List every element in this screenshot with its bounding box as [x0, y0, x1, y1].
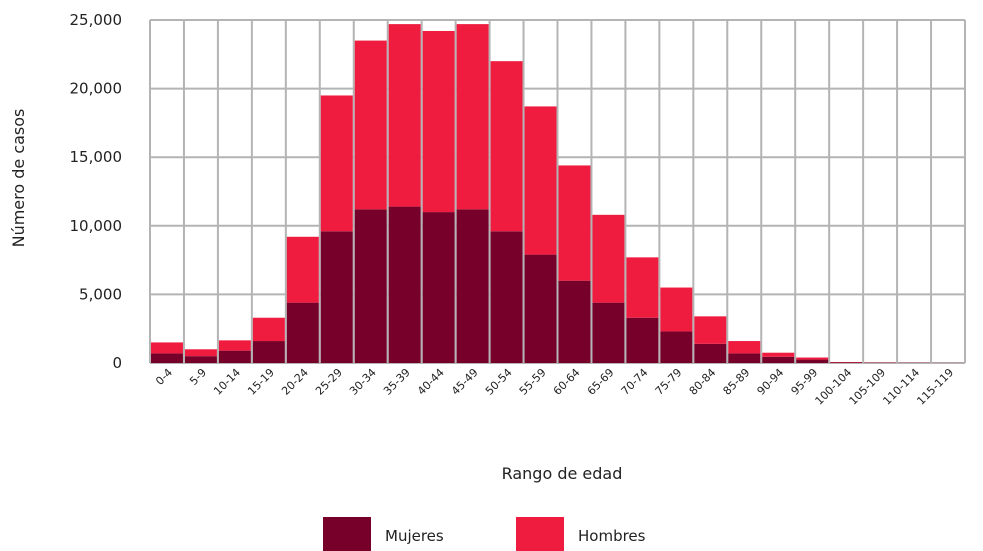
x-tick-label: 80-84: [687, 366, 719, 398]
y-tick-label: 25,000: [70, 11, 123, 29]
grid: [149, 19, 966, 364]
x-tick-labels: 0-4 5-9 10-14 15-19 20-24 25-29 30-34 35-39 40-4…: [153, 366, 956, 408]
x-tick-label: 30-34: [347, 366, 379, 398]
bar-mujeres-100-104: [830, 362, 863, 363]
y-tick-label: 20,000: [70, 80, 123, 98]
y-tick-label: 15,000: [70, 148, 123, 166]
x-tick-label: 50-54: [483, 366, 515, 398]
bar-mujeres-70-74: [626, 317, 659, 363]
bar-mujeres-85-89: [728, 353, 761, 363]
bar-hombres-30-34: [354, 40, 387, 210]
bar-hombres-75-79: [660, 287, 693, 332]
x-tick-label: 55-59: [517, 366, 549, 398]
bar-mujeres-95-99: [796, 359, 829, 363]
x-tick-label: 25-29: [313, 366, 345, 398]
bar-mujeres-10-14: [218, 350, 251, 363]
bar-mujeres-45-49: [456, 209, 489, 363]
bar-mujeres-20-24: [286, 302, 319, 363]
y-tick-label: 10,000: [70, 217, 123, 235]
x-tick-label: 85-89: [721, 366, 753, 398]
y-axis-title: Número de casos: [9, 109, 28, 248]
bar-hombres-55-59: [524, 106, 557, 255]
legend-swatch-mujeres: [323, 517, 371, 551]
bar-hombres-45-49: [456, 24, 489, 210]
bar-mujeres-90-94: [762, 356, 795, 363]
y-tick-labels: 0 5,000 10,000 15,000 20,000 25,000: [70, 11, 123, 372]
x-tick-label: 40-44: [415, 366, 447, 398]
bar-hombres-70-74: [626, 257, 659, 318]
x-axis-title: Rango de edad: [502, 464, 623, 483]
y-tick-label: 5,000: [79, 285, 122, 303]
y-tick-label: 0: [112, 354, 122, 372]
bar-hombres-25-29: [320, 95, 353, 232]
bar-mujeres-30-34: [354, 209, 387, 363]
legend-label-mujeres: Mujeres: [385, 527, 444, 545]
legend-swatch-hombres: [516, 517, 564, 551]
bar-mujeres-40-44: [422, 212, 455, 363]
bar-mujeres-60-64: [558, 280, 591, 363]
bar-mujeres-75-79: [660, 331, 693, 363]
bar-hombres-40-44: [422, 30, 455, 213]
x-tick-label: 115-119: [914, 366, 956, 408]
bars: [151, 24, 964, 363]
bar-mujeres-25-29: [320, 231, 353, 363]
bar-mujeres-55-59: [524, 254, 557, 363]
x-tick-label: 45-49: [449, 366, 481, 398]
bar-hombres-20-24: [286, 236, 319, 303]
x-tick-label: 105-109: [847, 366, 889, 408]
x-tick-label: 15-19: [245, 366, 277, 398]
bar-hombres-50-54: [490, 61, 523, 232]
bar-hombres-35-39: [388, 24, 421, 207]
bar-hombres-90-94: [762, 352, 795, 357]
bar-mujeres-65-69: [592, 302, 625, 363]
bar-hombres-5-9: [184, 349, 217, 357]
x-tick-label: 0-4: [153, 366, 175, 388]
x-tick-label: 65-69: [585, 366, 617, 398]
bar-hombres-0-4: [151, 342, 183, 354]
x-tick-label: 5-9: [187, 366, 209, 388]
x-tick-label: 70-74: [619, 366, 651, 398]
x-tick-label: 35-39: [381, 366, 413, 398]
legend: Mujeres Hombres: [323, 517, 646, 551]
x-tick-label: 60-64: [551, 366, 583, 398]
bar-mujeres-50-54: [490, 231, 523, 363]
bar-mujeres-80-84: [694, 343, 727, 363]
bar-mujeres-5-9: [184, 356, 217, 363]
bar-hombres-60-64: [558, 165, 591, 281]
legend-label-hombres: Hombres: [578, 527, 646, 545]
x-tick-label: 75-79: [653, 366, 685, 398]
bar-hombres-80-84: [694, 316, 727, 344]
bar-hombres-15-19: [252, 317, 285, 342]
bar-hombres-65-69: [592, 214, 625, 303]
bar-hombres-95-99: [796, 357, 829, 360]
bar-mujeres-0-4: [151, 353, 183, 363]
x-tick-label: 20-24: [279, 366, 311, 398]
bar-mujeres-35-39: [388, 206, 421, 363]
x-tick-label: 110-114: [880, 366, 922, 408]
bar-hombres-85-89: [728, 341, 761, 354]
x-tick-label: 90-94: [755, 366, 787, 398]
bar-mujeres-15-19: [252, 341, 285, 363]
bar-hombres-10-14: [218, 340, 251, 351]
x-tick-label: 10-14: [211, 366, 243, 398]
x-tick-label: 95-99: [789, 366, 821, 398]
x-tick-label: 100-104: [813, 366, 855, 408]
